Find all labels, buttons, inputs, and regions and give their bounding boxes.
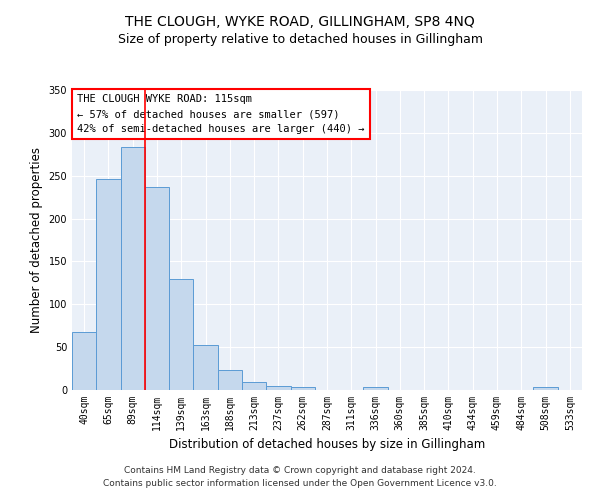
Bar <box>364 388 388 390</box>
Bar <box>96 179 121 390</box>
Bar <box>121 146 145 390</box>
Text: Contains HM Land Registry data © Crown copyright and database right 2024.
Contai: Contains HM Land Registry data © Crown c… <box>103 466 497 487</box>
Bar <box>169 278 193 390</box>
Bar <box>72 332 96 390</box>
Text: THE CLOUGH WYKE ROAD: 115sqm
← 57% of detached houses are smaller (597)
42% of s: THE CLOUGH WYKE ROAD: 115sqm ← 57% of de… <box>77 94 365 134</box>
Bar <box>145 187 169 390</box>
Bar <box>242 382 266 390</box>
Text: Size of property relative to detached houses in Gillingham: Size of property relative to detached ho… <box>118 32 482 46</box>
Y-axis label: Number of detached properties: Number of detached properties <box>30 147 43 333</box>
Bar <box>193 344 218 390</box>
X-axis label: Distribution of detached houses by size in Gillingham: Distribution of detached houses by size … <box>169 438 485 452</box>
Bar <box>266 386 290 390</box>
Bar <box>290 386 315 390</box>
Bar <box>218 370 242 390</box>
Text: THE CLOUGH, WYKE ROAD, GILLINGHAM, SP8 4NQ: THE CLOUGH, WYKE ROAD, GILLINGHAM, SP8 4… <box>125 15 475 29</box>
Bar <box>533 388 558 390</box>
